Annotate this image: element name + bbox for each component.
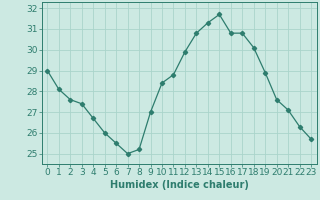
X-axis label: Humidex (Indice chaleur): Humidex (Indice chaleur)	[110, 180, 249, 190]
